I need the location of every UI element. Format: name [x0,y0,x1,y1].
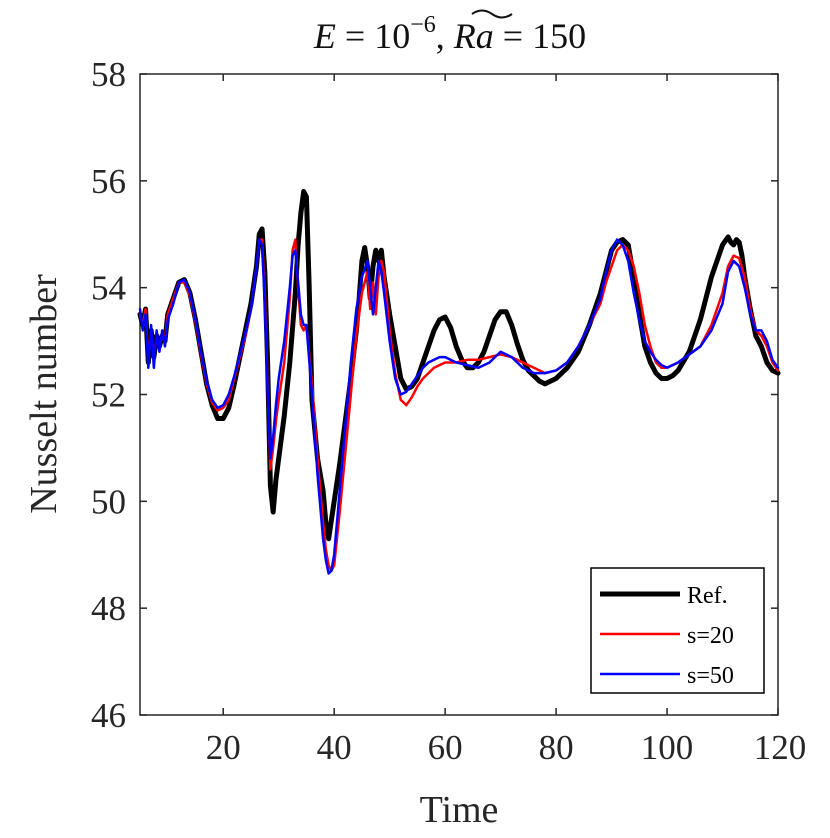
legend-label-ref: Ref. [687,583,728,609]
title-e-symbol: E [313,16,336,56]
x-tick-label: 80 [539,728,574,767]
title-ra-symbol: Ra [453,16,494,56]
series-layer [137,189,781,575]
title-exponent: −6 [410,12,436,38]
x-tick-label: 20 [206,728,241,767]
tick-layer: 20 40 60 80 100 120 46 48 50 52 54 56 58 [91,55,806,767]
y-tick-label: 58 [91,55,126,94]
series-line-s50 [138,238,780,575]
x-tick-label: 100 [641,728,694,767]
chart-title: E = 10−6, Ra = 150 [313,12,586,56]
title-tilde-mark [471,9,513,19]
series-line-ref [137,189,781,542]
y-tick-label: 46 [91,696,126,735]
x-tick-label: 40 [317,728,352,767]
title-comma: , [436,16,454,56]
x-tick-label: 120 [754,728,807,767]
legend-box [590,567,765,694]
title-eq1: = 10 [336,16,410,56]
x-tick-label: 60 [428,728,463,767]
legend-label-s50: s=50 [687,663,734,689]
legend-label-s20: s=20 [687,623,734,649]
y-tick-label: 54 [91,269,126,308]
y-tick-label: 48 [91,589,126,628]
y-tick-label: 52 [91,376,126,415]
y-tick-label: 50 [91,482,126,521]
x-axis-label: Time [420,789,499,831]
y-tick-label: 56 [91,162,126,201]
legend: Ref. s=20 s=50 [590,567,765,694]
y-axis-label: Nusselt number [23,274,65,514]
title-eq2: = 150 [494,16,586,56]
